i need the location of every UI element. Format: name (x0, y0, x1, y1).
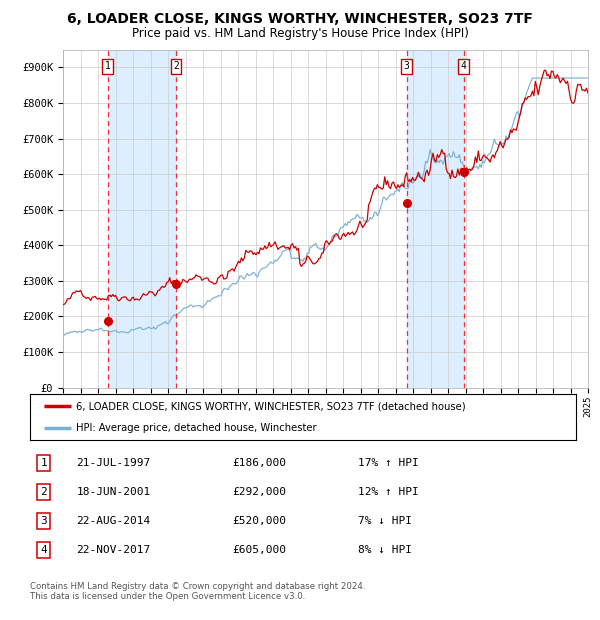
Text: 22-NOV-2017: 22-NOV-2017 (76, 546, 151, 556)
Text: HPI: Average price, detached house, Winchester: HPI: Average price, detached house, Winc… (76, 423, 317, 433)
Text: 2: 2 (40, 487, 47, 497)
Text: 21-JUL-1997: 21-JUL-1997 (76, 458, 151, 468)
Text: 12% ↑ HPI: 12% ↑ HPI (358, 487, 418, 497)
Text: 1: 1 (40, 458, 47, 468)
Text: £292,000: £292,000 (232, 487, 286, 497)
Text: 8% ↓ HPI: 8% ↓ HPI (358, 546, 412, 556)
Text: £186,000: £186,000 (232, 458, 286, 468)
Text: 7% ↓ HPI: 7% ↓ HPI (358, 516, 412, 526)
Text: £605,000: £605,000 (232, 546, 286, 556)
Text: 17% ↑ HPI: 17% ↑ HPI (358, 458, 418, 468)
Text: 18-JUN-2001: 18-JUN-2001 (76, 487, 151, 497)
Text: 6, LOADER CLOSE, KINGS WORTHY, WINCHESTER, SO23 7TF: 6, LOADER CLOSE, KINGS WORTHY, WINCHESTE… (67, 12, 533, 27)
Text: £520,000: £520,000 (232, 516, 286, 526)
Text: 4: 4 (40, 546, 47, 556)
Text: Price paid vs. HM Land Registry's House Price Index (HPI): Price paid vs. HM Land Registry's House … (131, 27, 469, 40)
Text: 6, LOADER CLOSE, KINGS WORTHY, WINCHESTER, SO23 7TF (detached house): 6, LOADER CLOSE, KINGS WORTHY, WINCHESTE… (76, 401, 466, 411)
Bar (107, 50, 176, 388)
Text: 3: 3 (404, 61, 410, 71)
Text: 4: 4 (461, 61, 467, 71)
Text: 2: 2 (173, 61, 179, 71)
Text: 3: 3 (40, 516, 47, 526)
Text: 1: 1 (104, 61, 110, 71)
Text: 22-AUG-2014: 22-AUG-2014 (76, 516, 151, 526)
Bar (407, 50, 464, 388)
Text: Contains HM Land Registry data © Crown copyright and database right 2024.
This d: Contains HM Land Registry data © Crown c… (30, 582, 365, 601)
